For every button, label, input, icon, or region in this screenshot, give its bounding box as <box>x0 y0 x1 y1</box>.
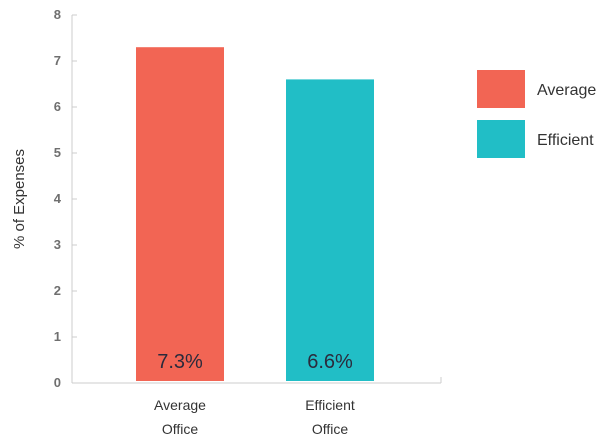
y-axis: 0 1 2 3 4 5 6 7 8 <box>54 7 77 390</box>
y-tick-label: 2 <box>54 283 61 298</box>
x-axis: Average Office Efficient Office <box>72 377 442 437</box>
y-tick-label: 3 <box>54 237 61 252</box>
legend-swatch <box>477 70 525 108</box>
bar-average-office <box>136 47 224 381</box>
y-tick-label: 0 <box>54 375 61 390</box>
y-tick-label: 7 <box>54 53 61 68</box>
x-category-label: Efficient Office <box>305 397 355 437</box>
bars: 7.3% 6.6% <box>136 47 374 382</box>
y-tick-label: 6 <box>54 99 61 114</box>
legend-label: Average <box>537 82 596 99</box>
y-tick-label: 8 <box>54 7 61 22</box>
bar-data-label: 6.6% <box>307 351 353 373</box>
bar-efficient-office <box>286 79 374 382</box>
y-tick-label: 4 <box>54 191 62 206</box>
x-category-label: Average Office <box>154 397 206 437</box>
bar-data-label: 7.3% <box>157 351 203 373</box>
y-axis-title: % of Expenses <box>11 149 28 249</box>
legend: Average Efficient <box>477 70 596 158</box>
y-tick-label: 1 <box>54 329 61 344</box>
y-tick-label: 5 <box>54 145 61 160</box>
legend-label: Efficient <box>537 132 594 149</box>
legend-swatch <box>477 120 525 158</box>
